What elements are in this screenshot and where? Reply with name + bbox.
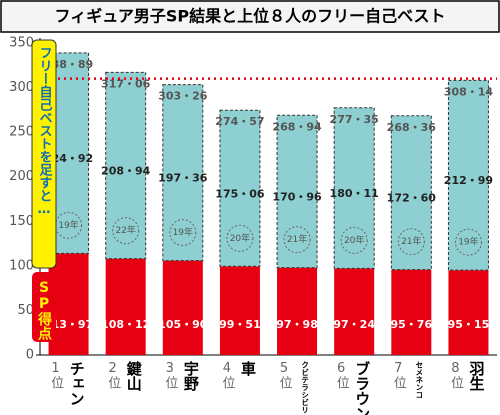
sp-label: 95・15 [448,318,490,331]
sp-label: 99・51 [219,318,261,331]
name-label: チェン [68,361,86,406]
y-tick-label: 150 [9,214,34,229]
free-label: 175・06 [215,187,265,200]
bar-free [390,115,432,271]
title-box [0,0,500,33]
legend-sp-box [32,272,56,342]
year-circle [169,219,197,247]
bar-sp [391,269,432,355]
bar-sp [448,270,489,355]
rank-label: 2位 [105,361,121,389]
name-label: ブラウン [353,360,371,415]
y-tick-label: 100 [9,258,34,273]
total-label: 274・57 [215,115,264,128]
year-label: 19年 [458,236,478,248]
name-label: セメネンコ [415,361,424,399]
sp-label: 97・24 [333,318,375,331]
sp-label: 105・90 [158,318,208,331]
sp-label: 113・97 [44,318,93,331]
rank-label: 6位 [334,361,350,389]
bar-sp [219,266,260,355]
chart-title: フィギュア男子SP結果と上位８人のフリー自己ベスト [55,7,446,26]
total-label: 277・35 [330,113,379,126]
y-tick-label: 50 [17,303,34,318]
year-label: 19年 [58,219,78,231]
name-label: 鍵山 [125,360,143,392]
y-tick-label: 350 [9,36,34,51]
bar-sp [162,260,203,355]
year-label: 20年 [344,234,364,246]
total-label: 308・14 [444,85,494,98]
rank-label: 5位 [277,361,293,389]
name-label: 車 [239,360,257,377]
free-label: 212・99 [444,174,493,187]
sp-label: 95・76 [391,318,433,331]
rank-label: 8位 [448,361,464,389]
y-tick-label: 200 [9,169,34,184]
legend-free-box [31,39,57,269]
year-circle [283,226,311,254]
bar-sp [277,267,318,355]
bar-sp [105,258,146,355]
rank-label: 3位 [162,361,178,389]
name-label: 宇野 [182,360,200,392]
free-label: 180・11 [330,187,379,200]
year-circle [226,224,254,252]
name-label: クビテラシビリ [300,361,309,414]
rank-label: 4位 [219,361,235,389]
year-label: 20年 [230,232,250,244]
free-label: 208・94 [101,164,151,177]
sp-label: 108・12 [101,318,150,331]
free-label: 197・36 [158,172,208,185]
y-tick-label: 300 [9,80,34,95]
year-circle [112,217,140,245]
total-label: 268・36 [387,121,437,134]
legend-sp: SP得点 [36,280,53,341]
year-label: 22年 [115,224,135,236]
year-label: 21年 [401,235,421,247]
name-label: 羽生 [467,361,485,391]
sp-label: 97・98 [276,318,318,331]
year-circle [454,228,482,256]
legend-free: フリー自己ベストを足すと… [37,46,53,217]
bar-free [276,114,318,269]
total-label: 303・26 [158,90,208,103]
rank-label: 1位 [48,361,64,389]
year-circle [340,226,368,254]
year-label: 19年 [173,226,193,238]
year-label: 21年 [287,233,307,245]
bar-free [447,79,489,271]
total-label: 268・94 [272,120,322,133]
total-label: 317・06 [101,77,151,90]
year-circle [397,228,425,256]
bar-free [105,71,147,260]
free-label: 170・96 [272,190,322,203]
y-tick-label: 0 [26,348,34,363]
free-label: 172・60 [387,192,437,205]
rank-label: 7位 [391,361,407,389]
y-tick-label: 250 [9,125,34,140]
bar-sp [334,268,375,355]
